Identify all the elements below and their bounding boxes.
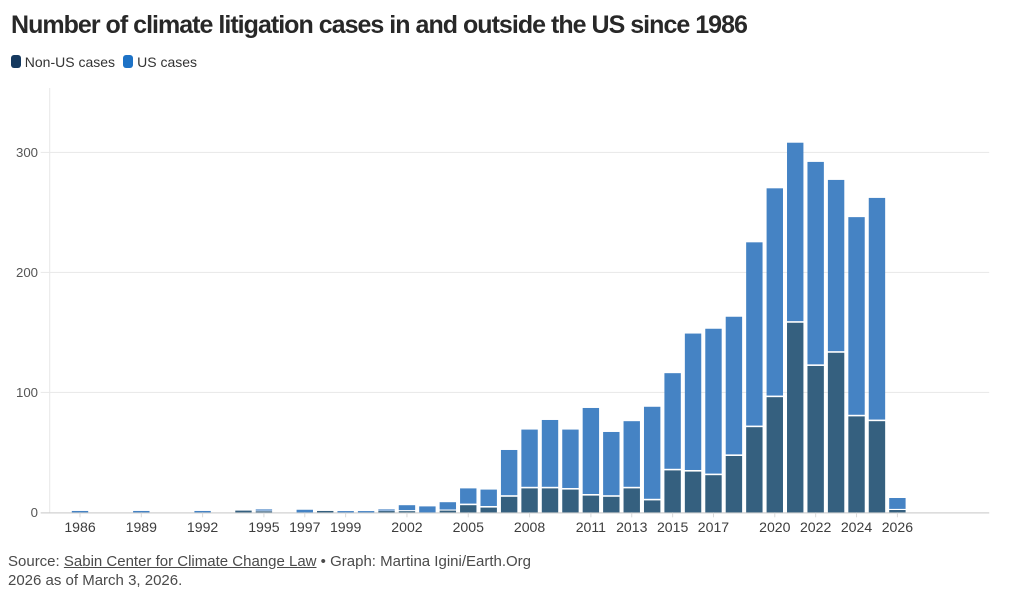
svg-text:200: 200 xyxy=(16,265,38,280)
svg-text:2017: 2017 xyxy=(698,519,730,535)
svg-text:2022: 2022 xyxy=(800,519,832,535)
svg-text:0: 0 xyxy=(31,505,38,520)
svg-text:1997: 1997 xyxy=(289,519,321,535)
svg-text:2002: 2002 xyxy=(391,519,423,535)
svg-text:2020: 2020 xyxy=(759,519,791,535)
svg-text:2024: 2024 xyxy=(841,519,873,535)
svg-text:1989: 1989 xyxy=(126,519,158,535)
svg-text:2015: 2015 xyxy=(657,519,689,535)
svg-text:2008: 2008 xyxy=(514,519,546,535)
svg-text:1986: 1986 xyxy=(64,519,96,535)
svg-text:2013: 2013 xyxy=(616,519,648,535)
svg-text:2026: 2026 xyxy=(882,519,914,535)
svg-text:100: 100 xyxy=(16,385,38,400)
svg-text:300: 300 xyxy=(16,145,38,160)
svg-text:2011: 2011 xyxy=(576,519,606,535)
svg-text:1995: 1995 xyxy=(248,519,280,535)
svg-text:1992: 1992 xyxy=(187,519,219,535)
svg-text:1999: 1999 xyxy=(330,519,362,535)
svg-text:2005: 2005 xyxy=(453,519,485,535)
